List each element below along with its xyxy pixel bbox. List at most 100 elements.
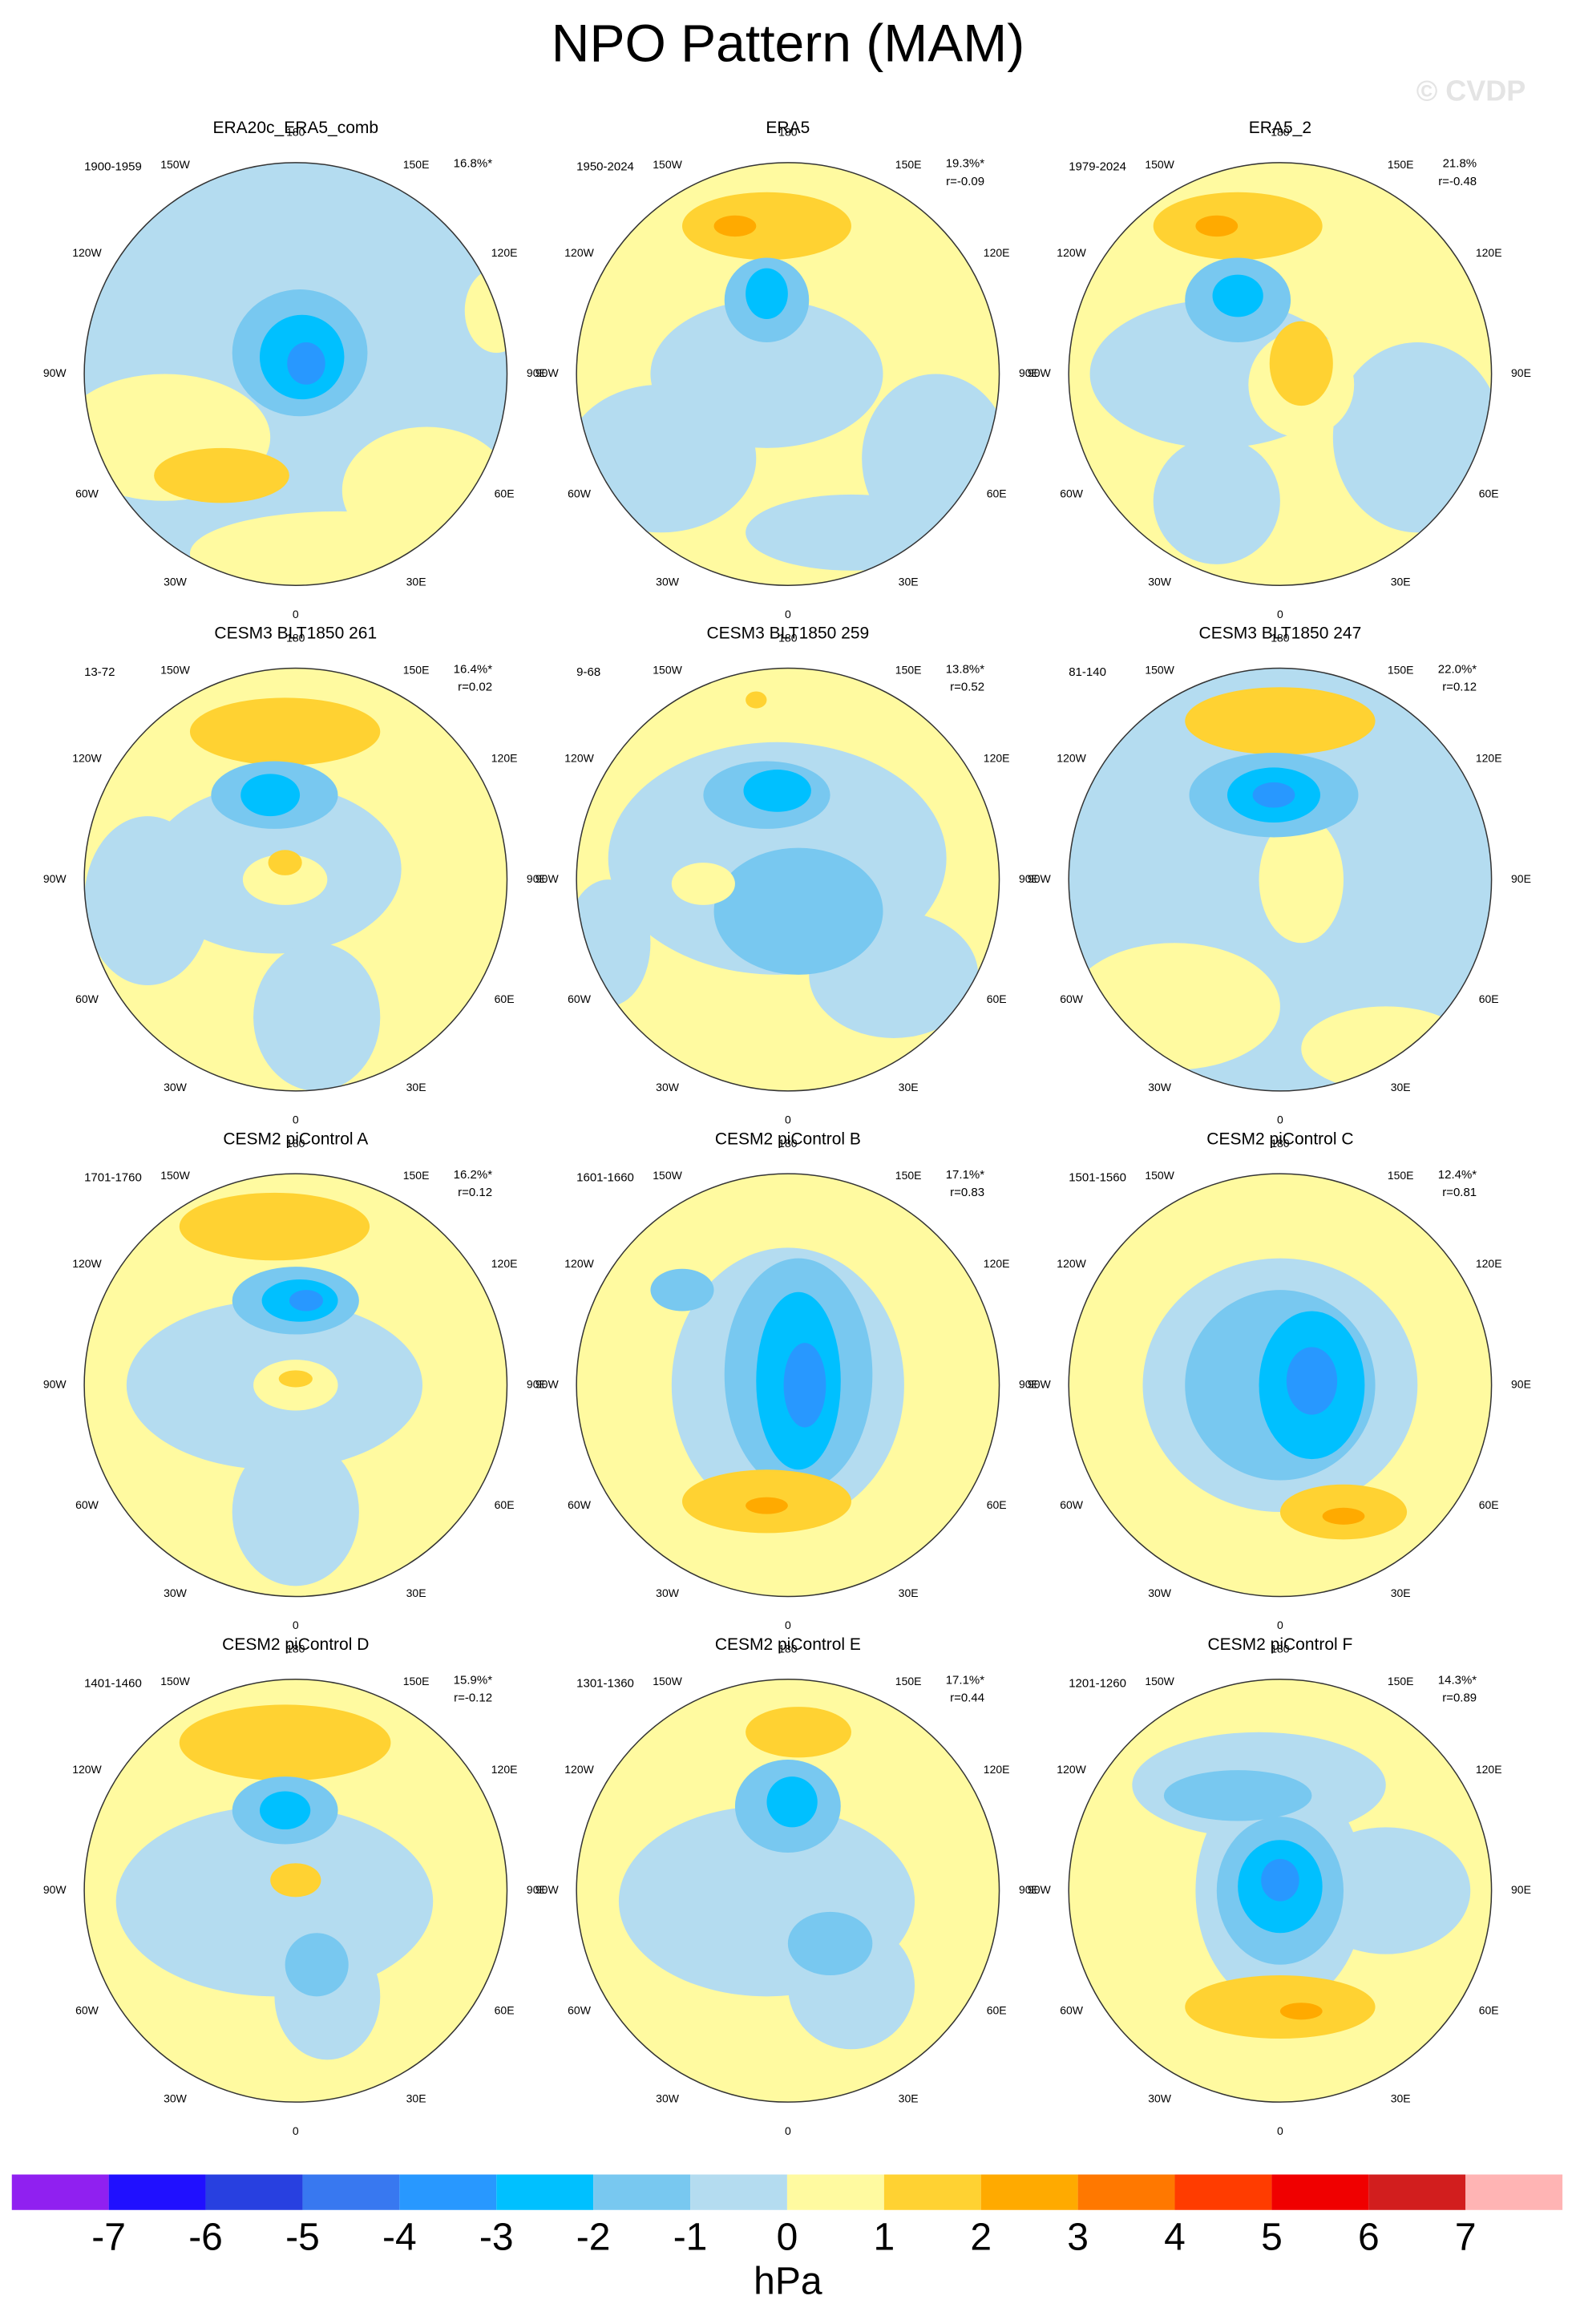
longitude-label: 120W	[72, 752, 102, 765]
colorbar-box	[496, 2174, 594, 2210]
longitude-label: 120W	[1057, 246, 1086, 259]
map-panel: ERA20c_ERA5_comb 1900-1959 16.8%* 180 150E 12…	[43, 119, 547, 620]
colorbar-label: 5	[1261, 2216, 1283, 2258]
longitude-label: 30W	[1148, 1586, 1172, 1599]
panel-title: ERA5	[766, 119, 810, 137]
longitude-label: 60W	[1060, 487, 1084, 500]
contour-region	[576, 879, 651, 1007]
longitude-label: 150W	[160, 664, 190, 677]
longitude-label: 30W	[164, 2092, 188, 2104]
panel-period: 1701-1760	[84, 1171, 142, 1185]
map-border	[1068, 1679, 1493, 2103]
longitude-label: 0	[293, 608, 299, 620]
contour-region	[1332, 342, 1492, 533]
longitude-label: 30E	[899, 1081, 919, 1093]
contour-region	[1301, 1827, 1471, 1954]
colorbar-box	[302, 2174, 400, 2210]
map-field	[1069, 162, 1492, 586]
panel-correlation: r=0.44	[950, 1691, 984, 1705]
panel-period: 81-140	[1069, 665, 1106, 679]
longitude-label: 60E	[495, 1498, 515, 1511]
colorbar-label: -6	[188, 2216, 223, 2258]
longitude-label: 150W	[653, 664, 682, 677]
longitude-label: 30E	[406, 2092, 426, 2104]
longitude-label: 150E	[895, 1169, 922, 1182]
longitude-label: 150W	[1145, 1169, 1174, 1182]
map-panel: CESM2 piControl E 1301-1360 17.1%* r=0.44 18…	[535, 1635, 1039, 2137]
longitude-label: 120W	[564, 246, 594, 259]
longitude-label: 150E	[1388, 1169, 1414, 1182]
longitude-label: 150W	[653, 1169, 682, 1182]
longitude-label: 0	[1277, 608, 1283, 620]
longitude-label: 90E	[1019, 1378, 1039, 1391]
colorbar-label: 2	[970, 2216, 992, 2258]
map-panel: CESM2 piControl F 1201-1260 14.3%* r=0.89 18…	[1028, 1635, 1531, 2137]
contour-region	[1286, 1347, 1338, 1415]
longitude-label: 150W	[653, 1675, 682, 1687]
longitude-label: 60W	[1060, 2003, 1084, 2016]
panel-correlation: r=0.52	[950, 680, 984, 693]
longitude-label: 60W	[75, 2003, 99, 2016]
map-border	[576, 162, 1000, 586]
contour-region	[1269, 321, 1333, 406]
map-border	[576, 667, 1000, 1092]
panel-title: CESM3 BLT1850 259	[706, 624, 869, 643]
contour-region	[189, 511, 487, 586]
watermark: © CVDP	[1416, 75, 1526, 107]
map-field	[84, 1679, 507, 2103]
longitude-label: 180	[1271, 1137, 1290, 1150]
contour-region	[1301, 1006, 1471, 1091]
map-panel: CESM2 piControl C 1501-1560 12.4%* r=0.81 18…	[1028, 1130, 1531, 1631]
longitude-label: 120W	[1057, 1257, 1086, 1270]
colorbar-label: -5	[285, 2216, 320, 2258]
longitude-label: 180	[778, 1643, 798, 1655]
panel-period: 1401-1460	[84, 1676, 142, 1690]
panel-percent: 12.4%*	[1438, 1168, 1477, 1182]
longitude-label: 30W	[1148, 2092, 1172, 2104]
contour-region	[1279, 2003, 1323, 2020]
longitude-label: 150W	[1145, 158, 1174, 171]
longitude-label: 60E	[495, 2003, 515, 2016]
map-panel: CESM3 BLT1850 261 13-72 16.4%* r=0.02 180 150…	[43, 624, 547, 1126]
panel-correlation: r=0.12	[458, 1186, 492, 1199]
longitude-label: 180	[778, 631, 798, 644]
contour-region	[1252, 782, 1295, 808]
longitude-label: 150E	[895, 1675, 922, 1687]
map-panel: CESM3 BLT1850 259 9-68 13.8%* r=0.52 180 150E…	[535, 624, 1039, 1126]
longitude-label: 180	[286, 1137, 305, 1150]
longitude-label: 0	[1277, 2124, 1283, 2137]
longitude-label: 30E	[406, 1081, 426, 1093]
contour-region	[783, 1343, 826, 1428]
contour-region	[1195, 215, 1239, 237]
longitude-label: 90E	[1019, 366, 1039, 379]
longitude-label: 30W	[656, 2092, 680, 2104]
colorbar-box	[883, 2174, 981, 2210]
map-field	[576, 1174, 1000, 1597]
panel-period: 1979-2024	[1069, 160, 1126, 173]
panel-percent: 14.3%*	[1438, 1674, 1477, 1687]
colorbar-box	[108, 2174, 206, 2210]
longitude-label: 30E	[1391, 1081, 1411, 1093]
longitude-label: 90E	[1511, 1378, 1531, 1391]
map-panel: ERA5_2 1979-2024 21.8% r=-0.48 180 150E 120E 90…	[1028, 119, 1531, 620]
longitude-label: 60E	[987, 992, 1007, 1005]
longitude-label: 180	[286, 1643, 305, 1655]
longitude-label: 90E	[527, 872, 547, 885]
longitude-label: 90E	[1511, 366, 1531, 379]
panel-percent: 13.8%*	[946, 662, 985, 676]
contour-region	[285, 1933, 349, 1997]
panel-percent: 22.0%*	[1438, 662, 1477, 676]
colorbar-label: 4	[1164, 2216, 1186, 2258]
map-border	[83, 667, 508, 1092]
contour-region	[713, 847, 883, 975]
longitude-label: 90W	[43, 366, 67, 379]
colorbar-box	[1368, 2174, 1466, 2210]
longitude-label: 0	[785, 2124, 791, 2137]
longitude-label: 150E	[1388, 664, 1414, 677]
map-border	[576, 1679, 1000, 2103]
map-panel: CESM3 BLT1850 247 81-140 22.0%* r=0.12 180 15…	[1028, 624, 1531, 1126]
longitude-label: 120E	[984, 1763, 1010, 1776]
panel-title: CESM2 piControl B	[715, 1130, 861, 1148]
colorbar-box	[1077, 2174, 1175, 2210]
panel-period: 1301-1360	[576, 1676, 634, 1690]
